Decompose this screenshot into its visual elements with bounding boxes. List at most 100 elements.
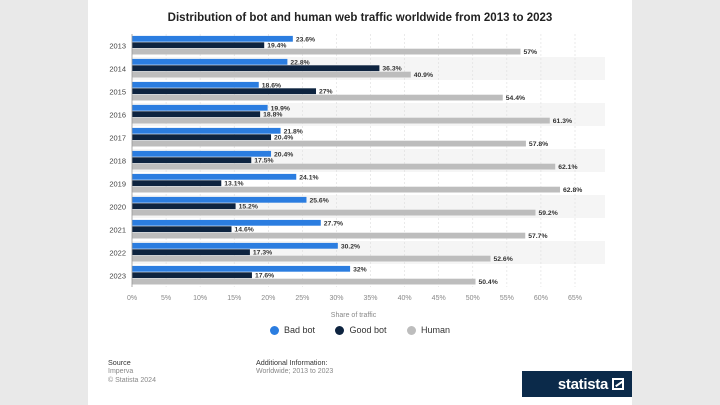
data-label: 57.7% (528, 233, 547, 240)
chart-card: Distribution of bot and human web traffi… (88, 0, 632, 405)
x-tick-label: 25% (295, 295, 309, 302)
data-label: 50.4% (478, 279, 497, 286)
y-tick-label: 2015 (109, 88, 126, 97)
additional-info-text: Worldwide; 2013 to 2023 (256, 368, 334, 375)
data-label: 17.3% (253, 250, 272, 257)
brand-name: statista (557, 375, 608, 393)
bar-human (132, 209, 536, 216)
legend-label: Human (421, 325, 451, 335)
bar-bad-bot (132, 219, 321, 226)
legend: Bad bot Good bot Human (88, 325, 632, 337)
x-tick-label: 20% (261, 295, 275, 302)
source-name[interactable]: Imperva (108, 368, 134, 375)
legend-marker-good-bot (335, 325, 345, 335)
data-label: 18.6% (262, 82, 281, 89)
x-tick-label: 10% (193, 295, 207, 302)
data-label: 21.8% (284, 128, 303, 135)
statista-logo[interactable]: statista (522, 371, 632, 397)
y-tick-label: 2014 (109, 65, 126, 74)
bar-good-bot (132, 111, 261, 118)
data-label: 30.2% (341, 243, 360, 250)
data-label: 13.1% (224, 181, 243, 188)
legend-item-good-bot[interactable]: Good bot (335, 325, 387, 335)
bar-human (132, 186, 561, 193)
legend-label: Good bot (349, 325, 387, 335)
legend-item-human[interactable]: Human (407, 325, 450, 335)
data-label: 24.1% (299, 174, 318, 181)
y-tick-label: 2023 (109, 272, 126, 281)
data-label: 15.2% (239, 204, 258, 211)
y-tick-label: 2021 (109, 226, 126, 235)
bar-human (132, 255, 491, 262)
data-label: 57.8% (529, 141, 548, 148)
bar-good-bot (132, 249, 250, 256)
data-label: 62.8% (563, 187, 582, 194)
legend-marker-human (407, 325, 417, 335)
data-label: 57% (523, 49, 537, 56)
data-label: 17.6% (255, 273, 274, 280)
data-label: 20.4% (274, 135, 293, 142)
bar-human (132, 232, 526, 239)
x-tick-label: 65% (568, 295, 582, 302)
legend-marker-bad-bot (269, 325, 279, 335)
data-label: 36.3% (382, 66, 401, 73)
data-label: 18.8% (263, 112, 282, 119)
data-label: 59.2% (538, 210, 557, 217)
bar-good-bot (132, 272, 252, 279)
bar-human (132, 71, 411, 78)
bar-good-bot (132, 88, 317, 95)
data-label: 27% (319, 89, 333, 96)
x-tick-label: 5% (161, 295, 171, 302)
data-label: 32% (353, 266, 367, 273)
bar-chart: 0% 5% 10% 15% 20% 25% 30% 35% 40% 45% 50% 55% 60% 65%… (109, 34, 605, 319)
data-label: 23.6% (296, 36, 315, 43)
data-label: 22.8% (290, 59, 309, 66)
bar-good-bot (132, 180, 222, 187)
y-tick-label: 2020 (109, 203, 126, 212)
data-label: 17.5% (254, 158, 273, 165)
data-label: 19.9% (271, 105, 290, 112)
bar-bad-bot (132, 150, 272, 157)
data-label: 27.7% (324, 220, 343, 227)
x-tick-label: 50% (466, 295, 480, 302)
x-tick-label: 30% (329, 295, 343, 302)
bar-good-bot (132, 65, 380, 72)
data-label: 14.6% (235, 227, 254, 234)
data-label: 40.9% (414, 72, 433, 79)
x-tick-label: 40% (398, 295, 412, 302)
data-label: 54.4% (506, 95, 525, 102)
x-tick-label: 55% (500, 295, 514, 302)
x-tick-label: 45% (432, 295, 446, 302)
x-axis-label: Share of traffic (331, 312, 377, 319)
bar-human (132, 163, 556, 170)
bar-bad-bot (132, 242, 338, 249)
x-tick-label: 35% (364, 295, 378, 302)
x-tick-label: 15% (227, 295, 241, 302)
y-tick-label: 2018 (109, 157, 126, 166)
data-label: 61.3% (553, 118, 572, 125)
bar-bad-bot (132, 81, 259, 88)
y-tick-label: 2017 (109, 134, 126, 143)
bar-bad-bot (132, 265, 351, 272)
copyright: © Statista 2024 (108, 377, 156, 384)
bar-bad-bot (132, 58, 288, 65)
x-tick-label: 0% (127, 295, 137, 302)
bar-good-bot (132, 134, 272, 141)
statista-logo-icon (612, 378, 624, 390)
bar-human (132, 278, 476, 285)
x-tick-label: 60% (534, 295, 548, 302)
y-tick-label: 2013 (109, 42, 126, 51)
y-tick-label: 2016 (109, 111, 126, 120)
additional-info-heading: Additional Information: (256, 358, 328, 367)
bar-good-bot (132, 226, 232, 233)
legend-item-bad-bot[interactable]: Bad bot (269, 325, 315, 335)
data-label: 19.4% (267, 43, 286, 50)
bar-human (132, 117, 550, 124)
legend-label: Bad bot (283, 325, 315, 335)
additional-info-block: Additional Information: Worldwide; 2013 … (256, 358, 333, 376)
y-tick-label: 2019 (109, 180, 126, 189)
bar-bad-bot (132, 196, 307, 203)
y-tick-label: 2022 (109, 249, 126, 258)
source-block: Source Imperva © Statista 2024 (108, 358, 156, 385)
bar-bad-bot (132, 127, 281, 134)
